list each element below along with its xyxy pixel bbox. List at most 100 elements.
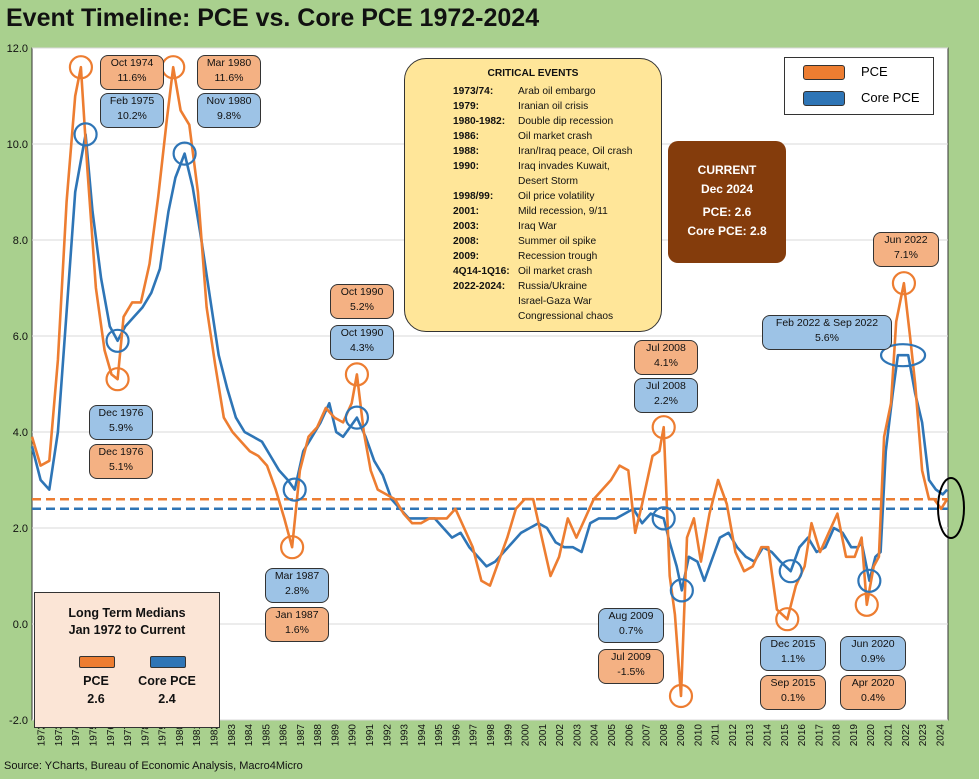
event-item: 2009: Recession trough — [405, 249, 661, 264]
event-text: Israel-Gaza War — [518, 296, 592, 307]
x-axis: 1972 1973 1974 1975 1976 1977 1978 1979 1980 1981… — [37, 724, 947, 747]
annotation-value: 2.8% — [285, 585, 309, 597]
event-item: 1990: Iraq invades Kuwait, — [405, 159, 661, 174]
annotation-marker — [105, 328, 130, 353]
critical-events-heading: CRITICAL EVENTS — [487, 68, 579, 79]
event-year: 1998/99: — [453, 191, 494, 202]
event-year: 2009: — [453, 251, 480, 262]
event-item: 2003: Iraq War — [405, 219, 661, 234]
annotation-feb-1975-core: Feb 1975 10.2% — [100, 93, 164, 128]
annotation-value: 10.2% — [117, 110, 147, 122]
y-tick-label: 2.0 — [13, 523, 28, 535]
series-lines — [30, 65, 949, 698]
annotation-value: 0.9% — [861, 653, 885, 665]
annotation-marker — [854, 592, 879, 617]
x-tick-label: 1999 — [503, 724, 514, 747]
medians-label-core: Core PCE — [138, 674, 196, 688]
annotation-2022-core: Feb 2022 & Sep 2022 5.6% — [762, 315, 892, 350]
medians-title-1: Long Term Medians — [68, 606, 186, 620]
x-tick-label: 1994 — [417, 724, 428, 747]
annotation-label: Aug 2009 — [608, 610, 654, 622]
annotation-marker — [651, 506, 676, 531]
annotation-label: Apr 2020 — [851, 677, 895, 689]
critical-events-box: CRITICAL EVENTS 1973/74: Arab oil embargo… — [404, 58, 662, 332]
annotation-dec-2015-core: Dec 2015 1.1% — [760, 636, 826, 671]
x-tick-label: 1989 — [330, 724, 341, 747]
annotation-marker — [282, 477, 307, 502]
current-title: CURRENT — [697, 163, 757, 177]
event-year — [405, 174, 518, 189]
annotation-label: Jun 2020 — [851, 638, 895, 650]
x-tick-label: 1998 — [486, 724, 497, 747]
event-item: 4Q14-1Q16: Oil market crash — [405, 264, 661, 279]
x-tick-label: 1983 — [227, 724, 238, 747]
x-tick-label: 2009 — [676, 724, 687, 747]
event-year: 2022-2024: — [453, 281, 506, 292]
x-tick-label: 1976 — [106, 724, 117, 747]
y-tick-label: 10.0 — [7, 139, 28, 151]
event-item: Congressional chaos — [405, 309, 661, 324]
annotation-marker — [857, 568, 882, 593]
annotation-jun-2022-pce: Jun 2022 7.1% — [873, 232, 939, 267]
annotation-marker — [73, 122, 98, 147]
x-tick-label: 1993 — [400, 724, 411, 747]
annotation-value: 7.1% — [894, 249, 918, 261]
x-tick-label: 1975 — [88, 724, 99, 747]
annotation-label: Dec 1976 — [98, 407, 144, 419]
x-tick-label: 2019 — [849, 724, 860, 747]
annotation-oct-1990-pce: Oct 1990 5.2% — [330, 284, 394, 319]
event-text: Russia/Ukraine — [518, 281, 588, 292]
y-tick-label: 8.0 — [13, 235, 28, 247]
annotation-marker — [879, 343, 927, 368]
x-tick-label: 1996 — [451, 724, 462, 747]
event-item: 1986: Oil market crash — [405, 129, 661, 144]
event-text: Iraq invades Kuwait, — [518, 161, 610, 172]
x-tick-label: 1980 — [175, 724, 186, 747]
annotation-marker — [651, 415, 676, 440]
event-year: 4Q14-1Q16: — [453, 266, 510, 277]
medians-value-core: 2.4 — [158, 692, 176, 706]
annotation-marker — [344, 405, 370, 430]
annotation-jun-2020-core: Jun 2020 0.9% — [840, 636, 906, 671]
annotation-value: -1.5% — [617, 666, 645, 678]
medians-swatch-pce — [79, 656, 115, 668]
annotation-oct-1974-pce: Oct 1974 11.6% — [100, 55, 164, 90]
legend: PCE Core PCE — [784, 57, 934, 115]
event-item: 2008: Summer oil spike — [405, 234, 661, 249]
x-tick-label: 1977 — [123, 724, 134, 747]
event-year: 1988: — [453, 146, 480, 157]
x-tick-label: 2020 — [866, 724, 877, 747]
event-year: 1979: — [453, 101, 480, 112]
annotation-value: 4.3% — [350, 342, 374, 354]
annotation-dec-1976-pce: Dec 1976 5.1% — [89, 444, 153, 479]
annotation-label: Dec 2015 — [770, 638, 816, 650]
annotation-value: 11.6% — [214, 72, 244, 84]
annotation-marker — [280, 535, 305, 560]
x-tick-label: 2007 — [642, 724, 653, 747]
x-tick-label: 1997 — [469, 724, 480, 747]
event-item: Desert Storm — [405, 174, 661, 189]
annotation-value: 9.8% — [217, 110, 241, 122]
annotation-jul-2008-pce: Jul 2008 4.1% — [634, 340, 698, 375]
y-axis: -2.0 0.0 2.0 4.0 6.0 8.0 10.0 12.0 — [7, 43, 28, 727]
y-tick-label: -2.0 — [9, 715, 28, 727]
event-year: 2001: — [453, 206, 480, 217]
event-text: Oil market crash — [518, 131, 593, 142]
event-text: Double dip recession — [518, 116, 614, 127]
legend-label-core: Core PCE — [861, 90, 920, 105]
annotation-aug-2009-core: Aug 2009 0.7% — [598, 608, 664, 643]
x-tick-label: 2018 — [832, 724, 843, 747]
annotation-value: 4.1% — [654, 357, 678, 369]
annotation-label: Jan 1987 — [275, 609, 319, 621]
annotation-value: 5.9% — [109, 422, 133, 434]
event-text: Oil market crash — [518, 266, 593, 277]
event-text: Desert Storm — [518, 176, 579, 187]
annotation-value: 2.2% — [654, 395, 678, 407]
event-text: Iranian oil crisis — [518, 101, 589, 112]
annotation-marker — [668, 683, 694, 709]
x-tick-label: 1984 — [244, 724, 255, 747]
x-tick-label: 2024 — [935, 724, 946, 747]
annotation-value: 0.4% — [861, 692, 885, 704]
annotation-label: Feb 2022 & Sep 2022 — [775, 317, 879, 329]
event-text: Iran/Iraq peace, Oil crash — [518, 146, 633, 157]
